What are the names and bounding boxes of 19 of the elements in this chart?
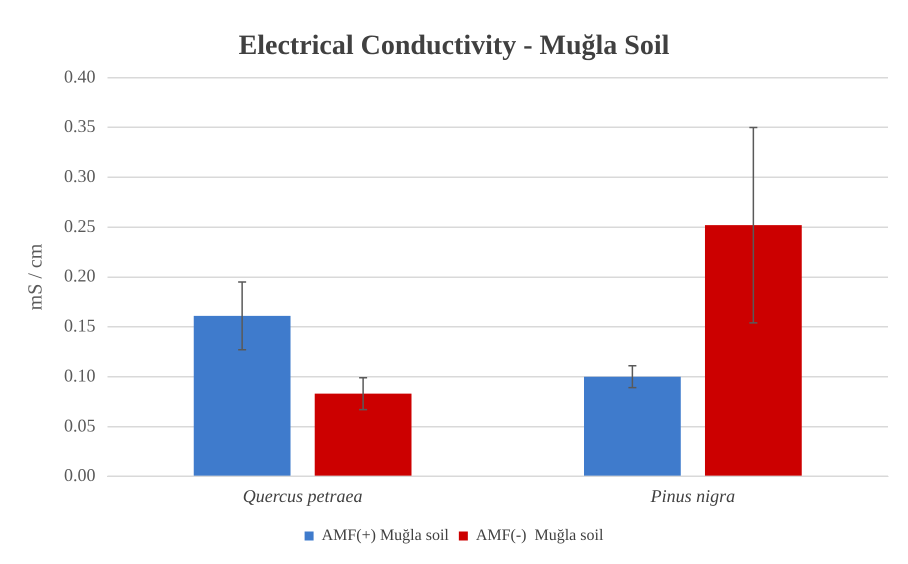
y-tick-label: 0.40 [64, 66, 96, 86]
y-tick-label: 0.20 [64, 266, 96, 286]
y-tick-label: 0.05 [64, 415, 96, 436]
y-axis-title: mS / cm [24, 243, 46, 310]
x-tick-label: Quercus petraea [242, 486, 363, 506]
y-tick-label: 0.10 [64, 365, 96, 386]
bar [194, 316, 291, 476]
x-tick-label: Pinus nigra [650, 486, 736, 506]
bar [704, 225, 802, 476]
bar [584, 376, 681, 476]
y-tick-label: 0.35 [64, 116, 96, 136]
y-tick-label: 0.30 [64, 166, 96, 186]
y-tick-label: 0.15 [64, 316, 96, 336]
bar [314, 394, 412, 476]
y-tick-label: 0.25 [64, 216, 96, 236]
y-tick-label: 0.00 [64, 465, 96, 486]
chart-title: Electrical Conductivity - Muğla Soil [238, 30, 670, 62]
legend-label: AMF(-) Muğla soil [476, 527, 604, 544]
legend-label: AMF(+) Muğla soil [322, 527, 450, 544]
